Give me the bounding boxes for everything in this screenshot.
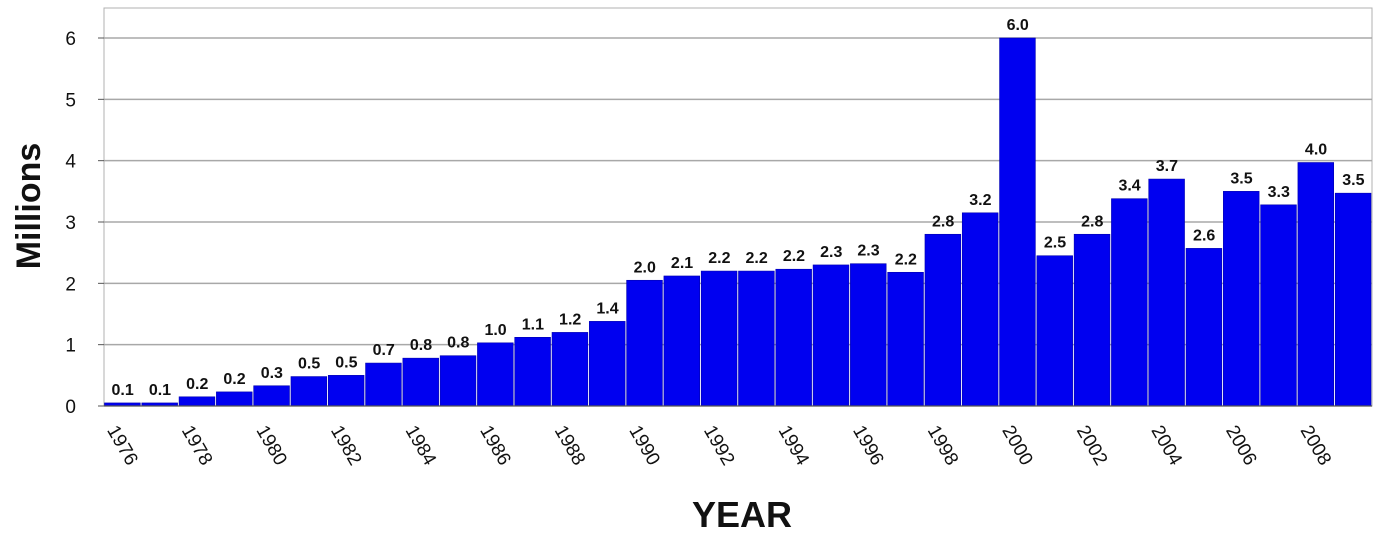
bar-1990 [626, 279, 663, 407]
data-label-1998: 2.8 [932, 213, 954, 230]
data-label-2005: 2.6 [1193, 227, 1215, 244]
data-label-1977: 0.1 [149, 382, 171, 399]
bar-2009 [1334, 192, 1372, 407]
bars [104, 37, 1372, 407]
bar-1996 [850, 263, 887, 407]
bar-1997 [887, 271, 924, 407]
data-label-1994: 2.2 [783, 248, 805, 265]
bar-2007 [1260, 204, 1297, 407]
bar-1986 [477, 342, 514, 407]
data-label-1980: 0.3 [261, 365, 283, 382]
data-label-1979: 0.2 [223, 371, 245, 388]
bar-1991 [663, 275, 701, 407]
bar-1984 [402, 357, 439, 407]
bar-1985 [439, 355, 477, 407]
data-label-1995: 2.3 [820, 244, 842, 261]
bar-1982 [327, 375, 365, 407]
data-label-2008: 4.0 [1305, 142, 1327, 159]
data-label-1987: 1.1 [522, 316, 544, 333]
bar-1999 [961, 212, 999, 407]
data-label-1983: 0.7 [373, 342, 395, 359]
bar-1978 [178, 396, 216, 407]
bar-1998 [924, 233, 962, 407]
bar-2006 [1223, 191, 1260, 407]
y-tick-label: 0 [65, 397, 76, 418]
data-label-2002: 2.8 [1081, 213, 1103, 230]
data-label-2001: 2.5 [1044, 235, 1066, 252]
data-label-1999: 3.2 [969, 192, 991, 209]
data-label-1985: 0.8 [447, 335, 469, 352]
data-label-1997: 2.2 [895, 251, 917, 268]
bar-2005 [1185, 248, 1223, 407]
bar-1983 [365, 362, 402, 407]
bar-2003 [1111, 198, 1148, 407]
bar-1992 [700, 270, 738, 407]
x-axis-title: YEAR [692, 494, 792, 533]
data-label-2009: 3.5 [1342, 172, 1364, 189]
y-axis-title: Millions [10, 143, 48, 270]
bar-2008 [1297, 162, 1335, 407]
bar-1994 [775, 268, 812, 407]
data-label-1984: 0.8 [410, 337, 432, 354]
bar-2002 [1073, 233, 1111, 407]
data-labels: 0.1 0.1 0.2 0.2 0.3 0.5 0.5 0.7 0.8 0.8 1.0 1.1 1.2 1… [112, 17, 1365, 399]
bar-1980 [253, 385, 290, 407]
data-label-1982: 0.5 [335, 354, 357, 371]
data-label-1981: 0.5 [298, 356, 320, 373]
bar-1993 [738, 270, 775, 407]
y-tick-label: 2 [65, 274, 76, 295]
y-tick-label: 4 [65, 152, 76, 173]
data-label-2003: 3.4 [1118, 178, 1140, 195]
data-label-1989: 1.4 [596, 300, 618, 317]
y-tick-label: 3 [65, 213, 76, 234]
y-tick-label: 6 [65, 29, 76, 50]
bar-2004 [1148, 178, 1185, 407]
data-label-1996: 2.3 [857, 243, 879, 260]
bar-1981 [290, 376, 328, 407]
data-label-2006: 3.5 [1230, 170, 1252, 187]
data-label-1991: 2.1 [671, 255, 693, 272]
data-label-1993: 2.2 [746, 250, 768, 267]
bar-1989 [589, 321, 626, 407]
bar-1987 [514, 337, 551, 407]
bar-2000 [999, 37, 1036, 407]
data-label-1976: 0.1 [112, 382, 134, 399]
data-label-1992: 2.2 [708, 250, 730, 267]
bar-1988 [551, 332, 589, 407]
data-label-1986: 1.0 [484, 322, 506, 339]
data-label-2000: 6.0 [1007, 17, 1029, 34]
bar-1979 [216, 391, 253, 407]
bar-1995 [812, 264, 850, 407]
data-label-2004: 3.7 [1156, 158, 1178, 175]
bar-2001 [1036, 255, 1073, 407]
data-label-1990: 2.0 [634, 259, 656, 276]
y-tick-label: 5 [65, 90, 76, 111]
data-label-1988: 1.2 [559, 311, 581, 328]
data-label-2007: 3.3 [1268, 184, 1290, 201]
data-label-1978: 0.2 [186, 376, 208, 393]
y-tick-label: 1 [65, 336, 76, 357]
